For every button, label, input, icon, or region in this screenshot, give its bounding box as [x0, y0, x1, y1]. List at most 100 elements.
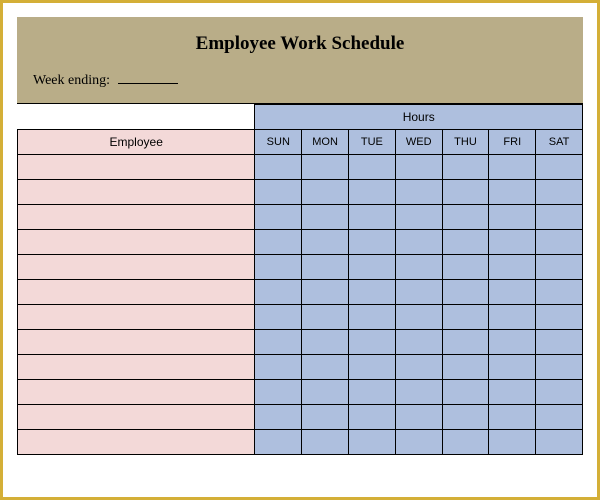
hour-cell[interactable] — [489, 355, 536, 380]
hour-cell[interactable] — [489, 205, 536, 230]
hour-cell[interactable] — [442, 230, 489, 255]
hour-cell[interactable] — [302, 180, 349, 205]
hour-cell[interactable] — [395, 205, 442, 230]
hour-cell[interactable] — [302, 205, 349, 230]
hour-cell[interactable] — [348, 205, 395, 230]
hour-cell[interactable] — [536, 305, 583, 330]
hour-cell[interactable] — [395, 155, 442, 180]
hour-cell[interactable] — [536, 280, 583, 305]
hour-cell[interactable] — [348, 230, 395, 255]
hour-cell[interactable] — [302, 230, 349, 255]
hour-cell[interactable] — [255, 355, 302, 380]
hour-cell[interactable] — [395, 430, 442, 455]
hour-cell[interactable] — [489, 430, 536, 455]
hour-cell[interactable] — [348, 405, 395, 430]
hour-cell[interactable] — [348, 380, 395, 405]
hour-cell[interactable] — [255, 305, 302, 330]
hour-cell[interactable] — [395, 255, 442, 280]
employee-cell[interactable] — [18, 180, 255, 205]
hour-cell[interactable] — [302, 330, 349, 355]
hour-cell[interactable] — [255, 280, 302, 305]
hour-cell[interactable] — [255, 155, 302, 180]
hour-cell[interactable] — [489, 230, 536, 255]
hour-cell[interactable] — [489, 280, 536, 305]
hour-cell[interactable] — [395, 280, 442, 305]
hour-cell[interactable] — [442, 330, 489, 355]
hour-cell[interactable] — [395, 330, 442, 355]
employee-cell[interactable] — [18, 255, 255, 280]
hour-cell[interactable] — [302, 280, 349, 305]
hour-cell[interactable] — [255, 205, 302, 230]
hours-group-header: Hours — [255, 105, 583, 130]
hour-cell[interactable] — [395, 305, 442, 330]
hour-cell[interactable] — [536, 405, 583, 430]
hour-cell[interactable] — [442, 355, 489, 380]
hour-cell[interactable] — [536, 230, 583, 255]
employee-cell[interactable] — [18, 280, 255, 305]
hour-cell[interactable] — [395, 355, 442, 380]
hour-cell[interactable] — [442, 155, 489, 180]
hour-cell[interactable] — [395, 405, 442, 430]
hour-cell[interactable] — [536, 380, 583, 405]
employee-cell[interactable] — [18, 355, 255, 380]
hour-cell[interactable] — [255, 330, 302, 355]
hour-cell[interactable] — [348, 180, 395, 205]
hour-cell[interactable] — [489, 380, 536, 405]
hour-cell[interactable] — [442, 380, 489, 405]
employee-cell[interactable] — [18, 380, 255, 405]
hour-cell[interactable] — [302, 305, 349, 330]
hour-cell[interactable] — [442, 430, 489, 455]
hour-cell[interactable] — [302, 430, 349, 455]
hour-cell[interactable] — [489, 155, 536, 180]
hour-cell[interactable] — [489, 305, 536, 330]
hour-cell[interactable] — [348, 255, 395, 280]
hour-cell[interactable] — [536, 255, 583, 280]
hour-cell[interactable] — [255, 405, 302, 430]
hour-cell[interactable] — [255, 255, 302, 280]
hour-cell[interactable] — [255, 380, 302, 405]
hour-cell[interactable] — [536, 330, 583, 355]
employee-cell[interactable] — [18, 430, 255, 455]
hour-cell[interactable] — [489, 405, 536, 430]
employee-cell[interactable] — [18, 305, 255, 330]
hour-cell[interactable] — [302, 255, 349, 280]
hour-cell[interactable] — [348, 330, 395, 355]
hour-cell[interactable] — [348, 155, 395, 180]
hour-cell[interactable] — [442, 205, 489, 230]
hour-cell[interactable] — [442, 405, 489, 430]
hour-cell[interactable] — [255, 230, 302, 255]
day-header-wed: WED — [395, 130, 442, 155]
hour-cell[interactable] — [395, 230, 442, 255]
hour-cell[interactable] — [255, 430, 302, 455]
hour-cell[interactable] — [536, 355, 583, 380]
hour-cell[interactable] — [442, 280, 489, 305]
hour-cell[interactable] — [536, 205, 583, 230]
hour-cell[interactable] — [348, 305, 395, 330]
hour-cell[interactable] — [302, 405, 349, 430]
hour-cell[interactable] — [536, 180, 583, 205]
employee-cell[interactable] — [18, 155, 255, 180]
employee-cell[interactable] — [18, 230, 255, 255]
hour-cell[interactable] — [442, 305, 489, 330]
table-row — [18, 180, 583, 205]
hour-cell[interactable] — [348, 280, 395, 305]
hour-cell[interactable] — [442, 180, 489, 205]
hour-cell[interactable] — [395, 180, 442, 205]
hour-cell[interactable] — [348, 355, 395, 380]
employee-cell[interactable] — [18, 205, 255, 230]
hour-cell[interactable] — [489, 180, 536, 205]
employee-cell[interactable] — [18, 405, 255, 430]
hour-cell[interactable] — [442, 255, 489, 280]
hour-cell[interactable] — [255, 180, 302, 205]
week-ending-input[interactable] — [118, 83, 178, 84]
hour-cell[interactable] — [489, 330, 536, 355]
hour-cell[interactable] — [302, 155, 349, 180]
hour-cell[interactable] — [302, 355, 349, 380]
hour-cell[interactable] — [489, 255, 536, 280]
hour-cell[interactable] — [395, 380, 442, 405]
hour-cell[interactable] — [302, 380, 349, 405]
hour-cell[interactable] — [536, 155, 583, 180]
hour-cell[interactable] — [536, 430, 583, 455]
employee-cell[interactable] — [18, 330, 255, 355]
hour-cell[interactable] — [348, 430, 395, 455]
